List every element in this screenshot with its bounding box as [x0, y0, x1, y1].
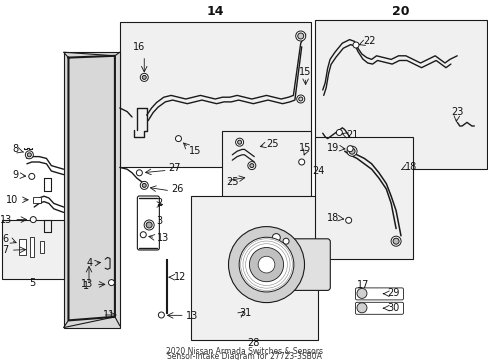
Circle shape	[356, 303, 366, 313]
Text: 5: 5	[30, 278, 36, 288]
FancyBboxPatch shape	[355, 302, 403, 314]
Text: 10: 10	[6, 195, 19, 205]
Circle shape	[390, 236, 400, 246]
Text: 12: 12	[173, 272, 185, 282]
Text: 15: 15	[189, 146, 202, 156]
Bar	[63, 52, 120, 328]
Circle shape	[29, 174, 35, 179]
Text: 29: 29	[386, 288, 399, 298]
Circle shape	[158, 312, 164, 318]
Bar	[315, 20, 486, 169]
Text: 16: 16	[133, 42, 145, 52]
Circle shape	[25, 151, 33, 159]
Circle shape	[352, 42, 358, 48]
Text: 13: 13	[185, 311, 198, 321]
Circle shape	[237, 140, 241, 144]
Circle shape	[297, 33, 303, 39]
Circle shape	[296, 95, 304, 103]
Circle shape	[346, 146, 356, 156]
Circle shape	[356, 288, 366, 298]
Bar	[33, 197, 41, 203]
Text: 13: 13	[156, 233, 168, 243]
Circle shape	[140, 232, 146, 238]
Text: 25: 25	[266, 139, 279, 149]
Circle shape	[30, 217, 36, 222]
Circle shape	[283, 238, 288, 244]
Text: 18: 18	[404, 162, 416, 172]
Text: 19: 19	[326, 143, 338, 153]
Circle shape	[345, 217, 351, 223]
Text: 1: 1	[82, 281, 88, 291]
Text: 15: 15	[299, 67, 311, 77]
Circle shape	[175, 136, 181, 141]
Circle shape	[272, 234, 280, 242]
Text: 2: 2	[156, 198, 163, 208]
Bar	[19, 239, 25, 255]
Circle shape	[249, 163, 253, 168]
Circle shape	[235, 138, 243, 146]
Circle shape	[392, 238, 398, 244]
Text: 13: 13	[81, 279, 93, 289]
Circle shape	[142, 75, 146, 80]
Text: 2020 Nissan Armada Switches & Sensors: 2020 Nissan Armada Switches & Sensors	[165, 346, 323, 356]
Circle shape	[258, 256, 274, 273]
Text: 15: 15	[299, 143, 311, 153]
Text: 22: 22	[362, 36, 375, 46]
Bar	[40, 240, 43, 253]
Bar	[120, 22, 310, 167]
Circle shape	[228, 226, 304, 303]
Circle shape	[247, 162, 255, 170]
Text: 4: 4	[86, 258, 93, 268]
Text: 13: 13	[0, 215, 12, 225]
Text: 9: 9	[12, 170, 19, 180]
Bar	[190, 196, 317, 340]
Bar	[315, 137, 412, 259]
Text: 25: 25	[226, 177, 239, 187]
Circle shape	[348, 148, 354, 154]
Circle shape	[239, 237, 293, 292]
FancyBboxPatch shape	[355, 288, 403, 300]
Text: 27: 27	[168, 163, 181, 174]
Bar	[30, 237, 34, 257]
Circle shape	[136, 170, 142, 176]
Circle shape	[336, 130, 342, 135]
Circle shape	[295, 31, 305, 41]
Circle shape	[346, 146, 352, 152]
Circle shape	[298, 97, 302, 101]
FancyBboxPatch shape	[282, 239, 329, 291]
Text: 18: 18	[326, 213, 338, 223]
Text: 3: 3	[156, 216, 163, 226]
Text: 26: 26	[171, 184, 183, 194]
Text: 17: 17	[356, 280, 368, 290]
Circle shape	[144, 220, 154, 230]
FancyBboxPatch shape	[137, 196, 159, 250]
Bar	[222, 131, 310, 203]
Circle shape	[140, 73, 148, 81]
Text: 28: 28	[246, 338, 259, 348]
Text: 8: 8	[12, 144, 19, 154]
Text: 24: 24	[311, 166, 324, 176]
Text: 20: 20	[391, 5, 409, 18]
Text: 7: 7	[2, 245, 9, 255]
Text: Sensor-Intake Diagram for 27723-3SB0A: Sensor-Intake Diagram for 27723-3SB0A	[167, 352, 321, 360]
Text: 11: 11	[102, 310, 115, 320]
Circle shape	[108, 280, 114, 285]
Circle shape	[249, 248, 283, 282]
Text: 6: 6	[2, 234, 9, 244]
Circle shape	[298, 159, 304, 165]
Text: 14: 14	[206, 5, 224, 18]
Circle shape	[140, 181, 148, 189]
Circle shape	[27, 153, 31, 157]
Bar	[2, 220, 63, 279]
Circle shape	[142, 183, 146, 188]
Text: 30: 30	[386, 303, 399, 313]
Text: 31: 31	[239, 308, 251, 318]
Text: 21: 21	[345, 130, 358, 140]
Text: 23: 23	[450, 107, 463, 117]
Circle shape	[146, 222, 152, 228]
